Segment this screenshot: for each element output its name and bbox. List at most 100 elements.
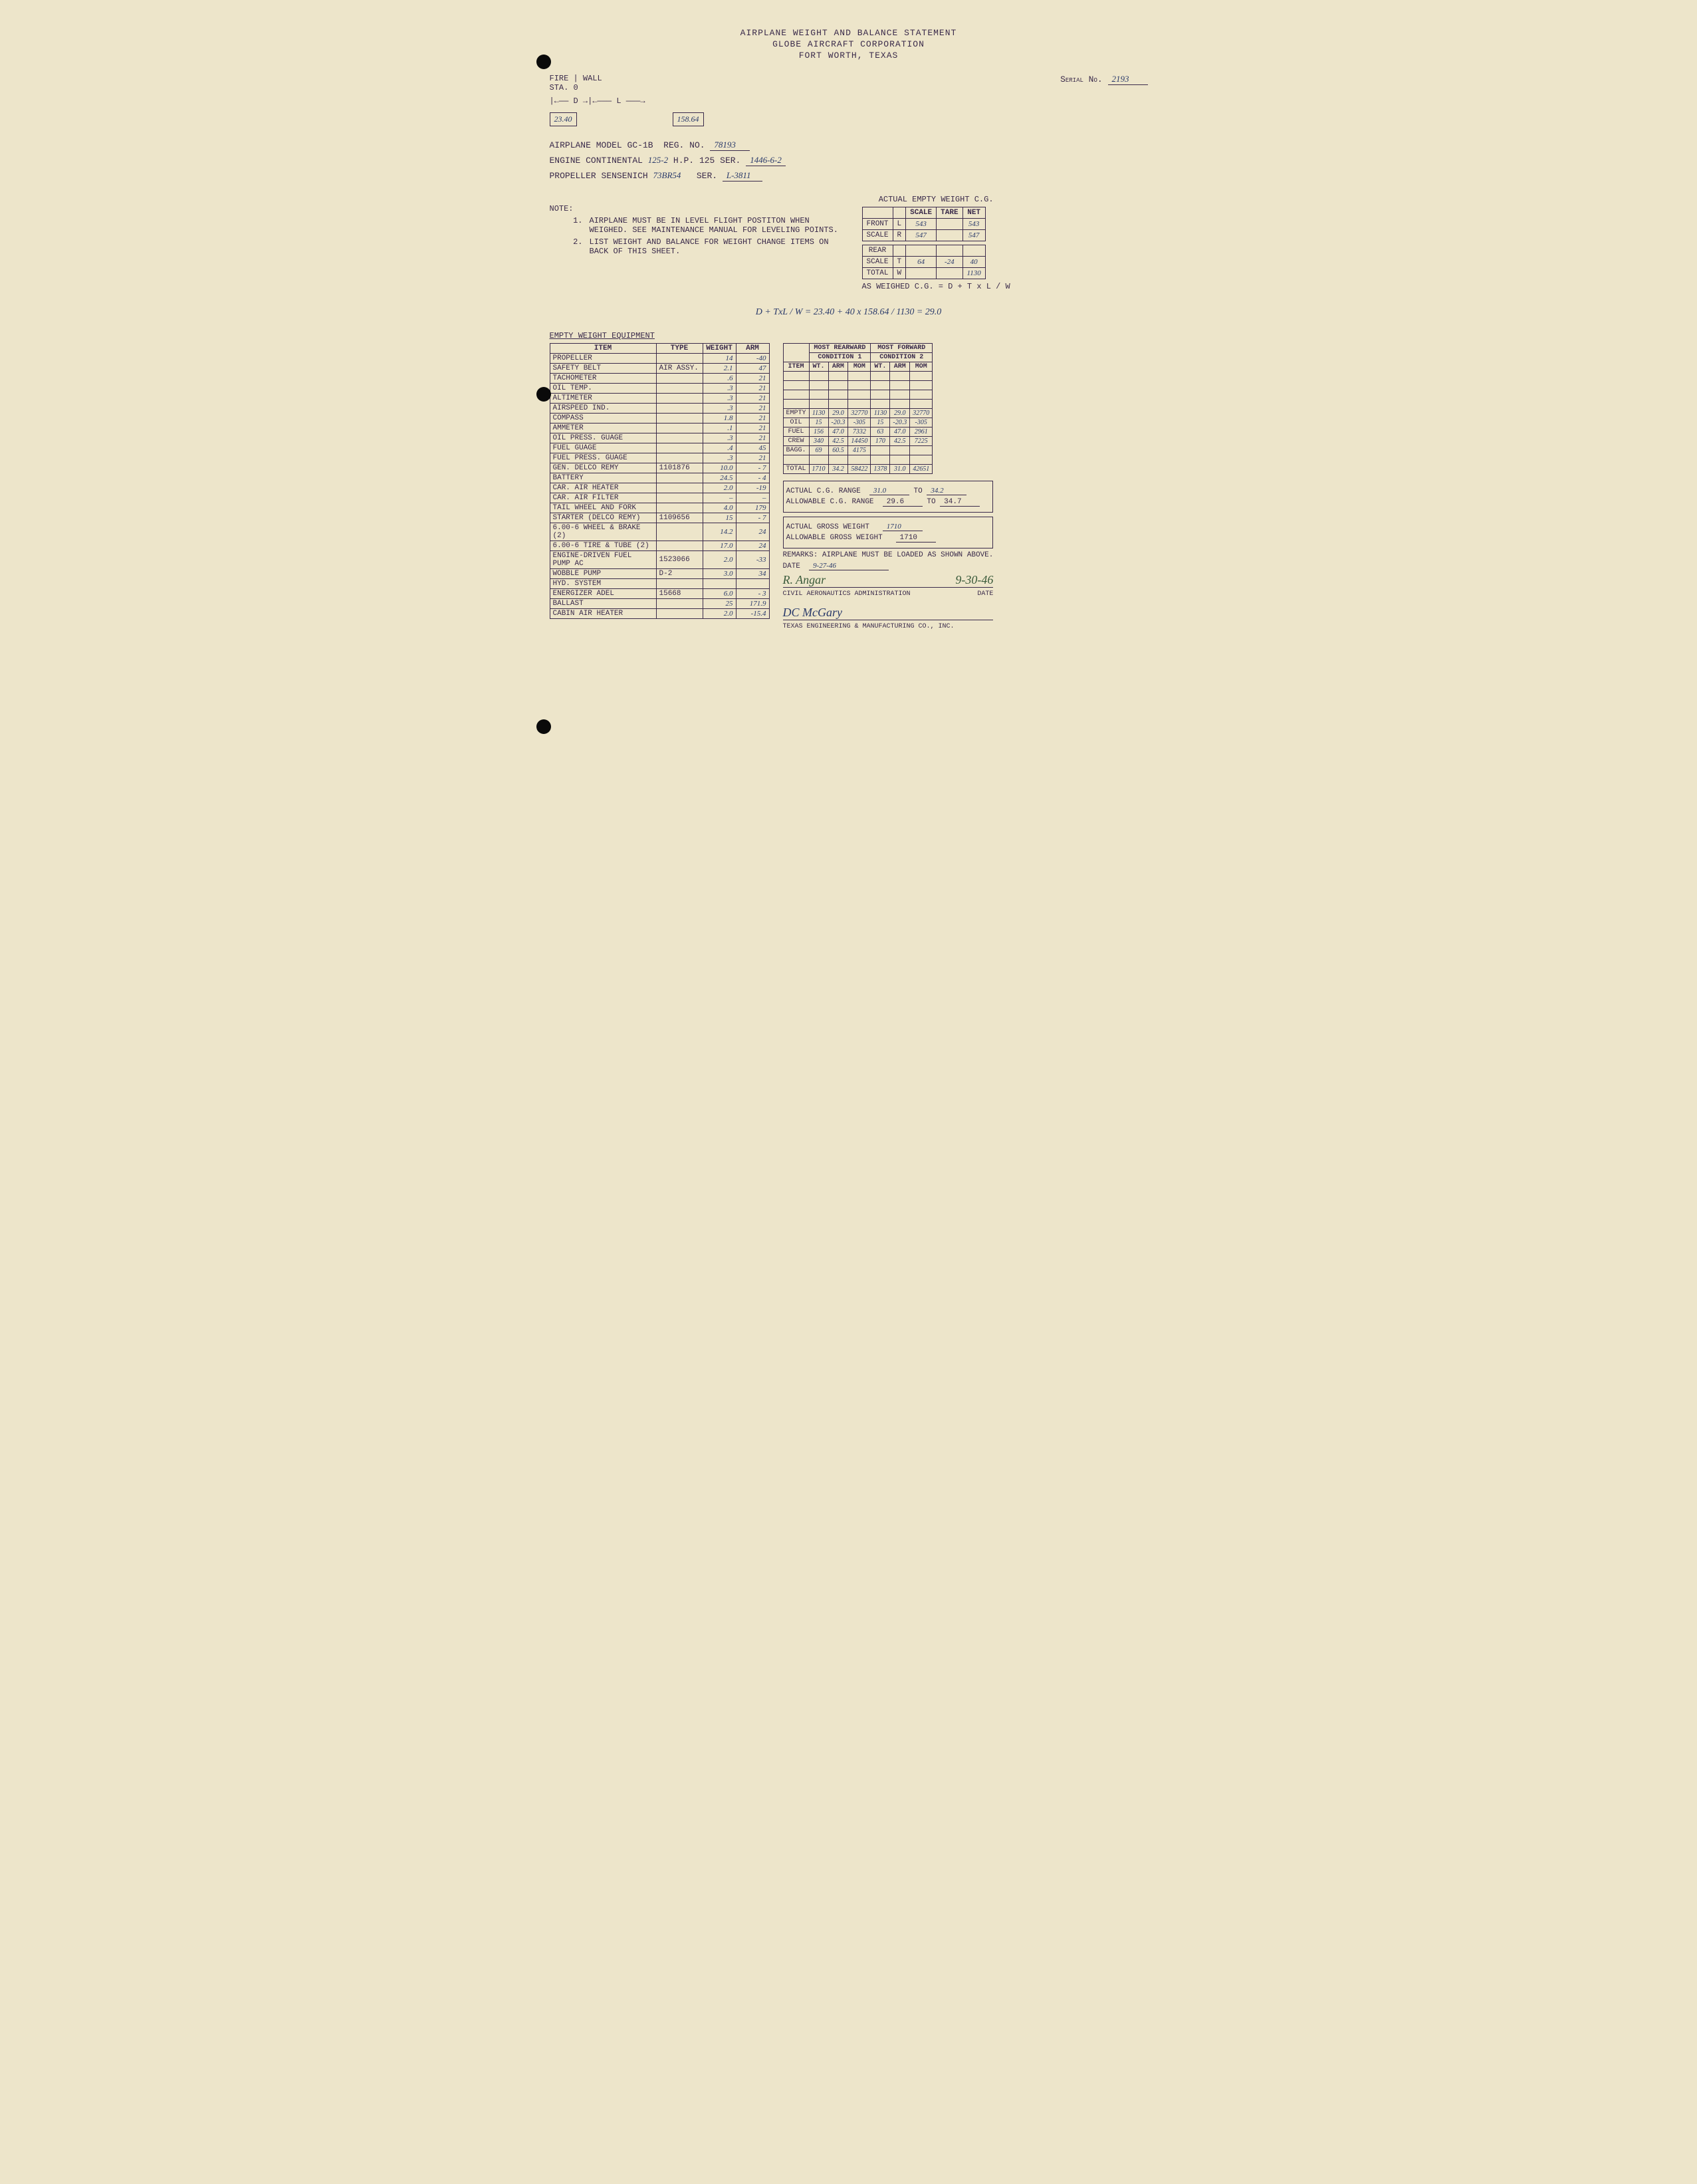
conditions-block: MOST REARWARD MOST FORWARD CONDITION 1 C… [783, 343, 994, 633]
condition-row: FUEL15647.073326347.02961 [783, 427, 933, 437]
c-wt2 [871, 446, 890, 455]
c-h-arm1: ARM [828, 362, 848, 372]
eq-item: GEN. DELCO REMY [550, 463, 656, 473]
eq-weight: 14.2 [703, 523, 736, 541]
eq-arm: 21 [736, 424, 769, 433]
eq-arm: 24 [736, 541, 769, 551]
equipment-row: FUEL GUAGE.445 [550, 443, 769, 453]
c-mom2: -305 [910, 418, 933, 427]
equipment-row: CAR. AIR HEATER2.0-19 [550, 483, 769, 493]
cond1: CONDITION 1 [809, 353, 871, 362]
c-wt1: 156 [809, 427, 828, 437]
c-item: CREW [783, 437, 809, 446]
c-wt2: 1130 [871, 409, 890, 418]
wall-label: WALL [583, 74, 602, 83]
eq-type [656, 473, 703, 483]
c-h-wt1: WT. [809, 362, 828, 372]
tot-arm1: 34.2 [828, 465, 848, 474]
condition-row: BAGG.6960.54175 [783, 446, 933, 455]
c-mom2: 7225 [910, 437, 933, 446]
eq-arm: - 7 [736, 513, 769, 523]
eq-arm: 47 [736, 364, 769, 374]
rt-tare: -24 [937, 257, 962, 268]
c-h-arm2: ARM [890, 362, 910, 372]
eq-weight: 2.0 [703, 483, 736, 493]
c-mom2: 32770 [910, 409, 933, 418]
equipment-row: AIRSPEED IND..321 [550, 404, 769, 414]
fr-net: 547 [962, 230, 985, 241]
c-wt1: 1130 [809, 409, 828, 418]
eq-weight: 4.0 [703, 503, 736, 513]
cg-front: FRONT [862, 219, 893, 230]
eq-weight: – [703, 493, 736, 503]
serial-label: Serial No. [1060, 74, 1103, 84]
conditions-table: MOST REARWARD MOST FORWARD CONDITION 1 C… [783, 343, 933, 474]
eq-type [656, 424, 703, 433]
eq-item: AMMETER [550, 424, 656, 433]
equipment-row: CAR. AIR FILTER–– [550, 493, 769, 503]
eq-weight: 2.0 [703, 551, 736, 569]
eq-weight: .3 [703, 433, 736, 443]
eq-arm: 24 [736, 523, 769, 541]
eq-item: TAIL WHEEL AND FORK [550, 503, 656, 513]
eq-type: 1109656 [656, 513, 703, 523]
eq-item: PROPELLER [550, 354, 656, 364]
c-arm1: -20.3 [828, 418, 848, 427]
eq-arm: 171.9 [736, 599, 769, 609]
cond2: CONDITION 2 [871, 353, 933, 362]
cg-formula: AS WEIGHED C.G. = D + T x L / W [862, 282, 1010, 291]
eq-type [656, 394, 703, 404]
eq-item: CAR. AIR FILTER [550, 493, 656, 503]
fl-net: 543 [962, 219, 985, 230]
equipment-row: BALLAST 25171.9 [550, 599, 769, 609]
eq-weight: .3 [703, 394, 736, 404]
eq-weight: .4 [703, 443, 736, 453]
cg-T: T [893, 257, 906, 268]
equipment-row: SAFETY BELTAIR ASSY.2.147 [550, 364, 769, 374]
eq-weight: 25 [703, 599, 736, 609]
equipment-row: FUEL PRESS. GUAGE.321 [550, 453, 769, 463]
fl-tare [937, 219, 962, 230]
c-item: FUEL [783, 427, 809, 437]
eq-item: 6.00-6 TIRE & TUBE (2) [550, 541, 656, 551]
cg-scale: SCALE [862, 230, 893, 241]
c-h-wt2: WT. [871, 362, 890, 372]
agw-lbl: ACTUAL GROSS WEIGHT [786, 523, 869, 531]
c-wt2: 170 [871, 437, 890, 446]
cg-table-block: ACTUAL EMPTY WEIGHT C.G. SCALE TARE NET … [862, 195, 1010, 294]
title-line-2: GLOBE AIRCRAFT CORPORATION [550, 39, 1148, 49]
document-header: AIRPLANE WEIGHT AND BALANCE STATEMENT GL… [550, 28, 1148, 61]
signature-1-date: 9-30-46 [955, 573, 993, 587]
eq-h-item: ITEM [550, 344, 656, 354]
eq-weight: 1.8 [703, 414, 736, 424]
c-wt1: 340 [809, 437, 828, 446]
c-mom1: 14450 [848, 437, 871, 446]
engine-value: 125-2 [648, 155, 668, 165]
eq-arm: 34 [736, 569, 769, 579]
eq-arm: 45 [736, 443, 769, 453]
title-line-3: FORT WORTH, TEXAS [550, 51, 1148, 61]
engine-label: ENGINE CONTINENTAL [550, 156, 643, 166]
c-h-item: ITEM [783, 362, 809, 372]
eq-arm: -19 [736, 483, 769, 493]
eq-arm: 21 [736, 404, 769, 414]
allcg-from: 29.6 [883, 498, 923, 507]
tot-wt2: 1378 [871, 465, 890, 474]
allgw-lbl: ALLOWABLE GROSS WEIGHT [786, 534, 883, 542]
tot-net: 1130 [962, 268, 985, 279]
reg-value: 78193 [710, 140, 750, 151]
signature-1: R. Angar [783, 573, 826, 587]
eq-type [656, 433, 703, 443]
eq-weight: 24.5 [703, 473, 736, 483]
to1: TO [914, 487, 923, 495]
eq-item: CABIN AIR HEATER [550, 609, 656, 619]
c-arm2: 42.5 [890, 437, 910, 446]
cg-W: W [893, 268, 906, 279]
serial-block: Serial No. 2193 [1060, 74, 1147, 85]
cg-table: SCALE TARE NET FRONT L 543 543 SCALE R 5… [862, 207, 986, 279]
acg-to: 34.2 [927, 487, 966, 495]
eq-item: BATTERY [550, 473, 656, 483]
eq-item: BALLAST [550, 599, 656, 609]
equipment-row: 6.00-6 WHEEL & BRAKE (2)14.224 [550, 523, 769, 541]
equipment-row: GEN. DELCO REMY110187610.0- 7 [550, 463, 769, 473]
